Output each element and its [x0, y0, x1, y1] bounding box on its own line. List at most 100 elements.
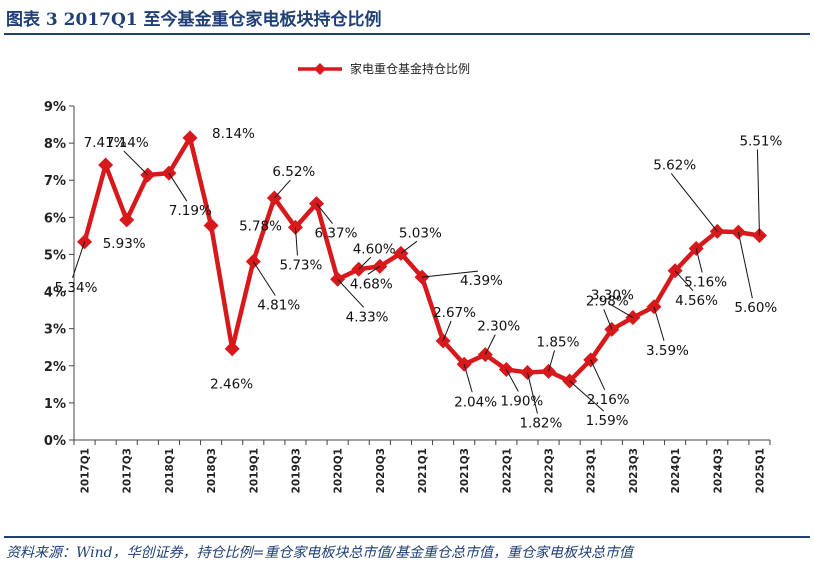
data-label: 4.81%	[257, 297, 300, 313]
x-tick-label: 2024Q1	[670, 448, 682, 493]
data-label: 5.16%	[684, 275, 727, 291]
data-label: 5.93%	[103, 236, 146, 252]
x-tick-label: 2019Q1	[248, 448, 260, 493]
y-tick-label: 1%	[44, 397, 66, 412]
x-tick-label: 2017Q3	[122, 448, 134, 493]
line-chart: 0% 1% 2% 3% 4% 5% 6% 7% 8% 9% 2017Q1 2017Q3 2018Q1 20…	[44, 61, 783, 493]
y-tick-label: 3%	[44, 323, 66, 338]
data-label: 5.51%	[739, 134, 782, 150]
data-label-leader	[674, 270, 694, 292]
data-label: 4.33%	[346, 309, 389, 325]
y-tick-label: 2%	[44, 360, 66, 375]
x-tick-label: 2023Q1	[586, 448, 598, 493]
data-label-leader	[548, 350, 556, 372]
data-label-leader	[358, 256, 372, 270]
data-label-leader	[123, 150, 149, 176]
data-label-leader	[367, 265, 381, 275]
data-label-leader	[603, 309, 613, 330]
data-label: 5.60%	[734, 300, 777, 316]
y-tick-label: 0%	[44, 434, 66, 449]
x-tick-label: 2022Q3	[544, 448, 556, 493]
data-label-leader	[442, 320, 452, 342]
data-label-leader	[756, 149, 760, 236]
y-tick-label: 4%	[44, 286, 66, 301]
data-point	[98, 157, 114, 173]
legend-marker	[314, 63, 326, 75]
y-tick-label: 9%	[44, 100, 66, 115]
data-label-leader	[421, 270, 479, 278]
data-label: 6.37%	[315, 226, 358, 242]
data-label-leader	[168, 172, 188, 202]
data-label-leader	[653, 306, 665, 341]
figure-title: 图表 3 2017Q1 至今基金重仓家电板块持仓比例	[6, 10, 382, 30]
x-tick-label: 2020Q1	[333, 448, 345, 493]
data-label-leader	[316, 203, 333, 224]
x-tick-label: 2017Q1	[80, 448, 92, 493]
x-tick-label: 2020Q3	[375, 448, 387, 493]
data-point	[203, 217, 219, 233]
data-label-leader	[526, 372, 538, 414]
x-tick-label: 2024Q3	[712, 448, 724, 493]
data-label: 3.30%	[591, 288, 634, 304]
data-label: 3.59%	[646, 343, 689, 359]
y-tick-label: 7%	[44, 174, 66, 189]
legend-label: 家电重仓基金持仓比例	[350, 61, 470, 76]
data-label: 2.46%	[210, 377, 253, 393]
data-label-leader	[737, 232, 753, 299]
data-label-leader	[590, 359, 606, 391]
data-label-leader	[484, 334, 496, 355]
x-tick-label: 2018Q1	[164, 448, 176, 493]
data-label-leader	[294, 227, 298, 256]
data-label-leader	[505, 369, 519, 392]
data-label: 2.67%	[433, 305, 476, 321]
data-point	[224, 341, 240, 357]
data-label-leader	[608, 303, 634, 318]
data-label: 7.41%	[84, 135, 127, 151]
x-tick-label: 2022Q1	[501, 448, 513, 493]
data-label: 5.34%	[55, 280, 98, 296]
x-tick-label: 2019Q3	[290, 448, 302, 493]
source-note: 资料来源：Wind，华创证券，持仓比例=重仓家电板块总市值/基金重仓总市值，重仓…	[6, 545, 634, 561]
data-label: 2.16%	[587, 392, 630, 408]
data-label: 5.73%	[279, 257, 322, 273]
x-tick-label: 2018Q3	[206, 448, 218, 493]
data-label-leader	[273, 179, 291, 199]
y-tick-label: 8%	[44, 137, 66, 152]
x-tick-label: 2023Q3	[628, 448, 640, 493]
data-label-leader	[252, 261, 276, 296]
data-label: 5.78%	[239, 218, 282, 234]
data-label-leader	[569, 380, 604, 412]
data-point	[245, 253, 261, 269]
data-label: 8.14%	[212, 126, 255, 142]
data-label: 1.90%	[500, 393, 543, 409]
data-label-leader	[337, 278, 365, 308]
data-label: 2.30%	[477, 319, 520, 335]
data-label-leader	[695, 248, 703, 273]
data-label: 7.19%	[169, 203, 212, 219]
data-label-leader	[400, 240, 418, 254]
data-point	[182, 130, 198, 146]
data-point	[119, 212, 135, 228]
data-label: 4.68%	[350, 276, 393, 292]
data-label: 1.59%	[586, 413, 629, 429]
source-rule	[4, 536, 810, 538]
y-tick-label: 6%	[44, 211, 66, 226]
data-label: 4.56%	[675, 293, 718, 309]
data-label: 1.82%	[519, 415, 562, 431]
x-tick-label: 2021Q3	[459, 448, 471, 493]
data-label: 7.14%	[106, 135, 149, 151]
x-tick-label: 2025Q1	[754, 448, 766, 493]
data-label: 6.52%	[272, 164, 315, 180]
data-label-leader	[463, 364, 473, 393]
x-tick-label: 2021Q1	[417, 448, 429, 493]
data-label-leader	[670, 173, 718, 232]
data-label: 5.62%	[653, 157, 696, 173]
data-label: 5.03%	[399, 225, 442, 241]
data-label: 2.04%	[454, 394, 497, 410]
data-label: 4.60%	[353, 241, 396, 257]
data-point	[688, 241, 704, 257]
data-label: 4.39%	[460, 273, 503, 289]
title-rule	[4, 33, 810, 35]
data-label: 2.98%	[586, 293, 629, 309]
data-label: 1.85%	[537, 334, 580, 350]
